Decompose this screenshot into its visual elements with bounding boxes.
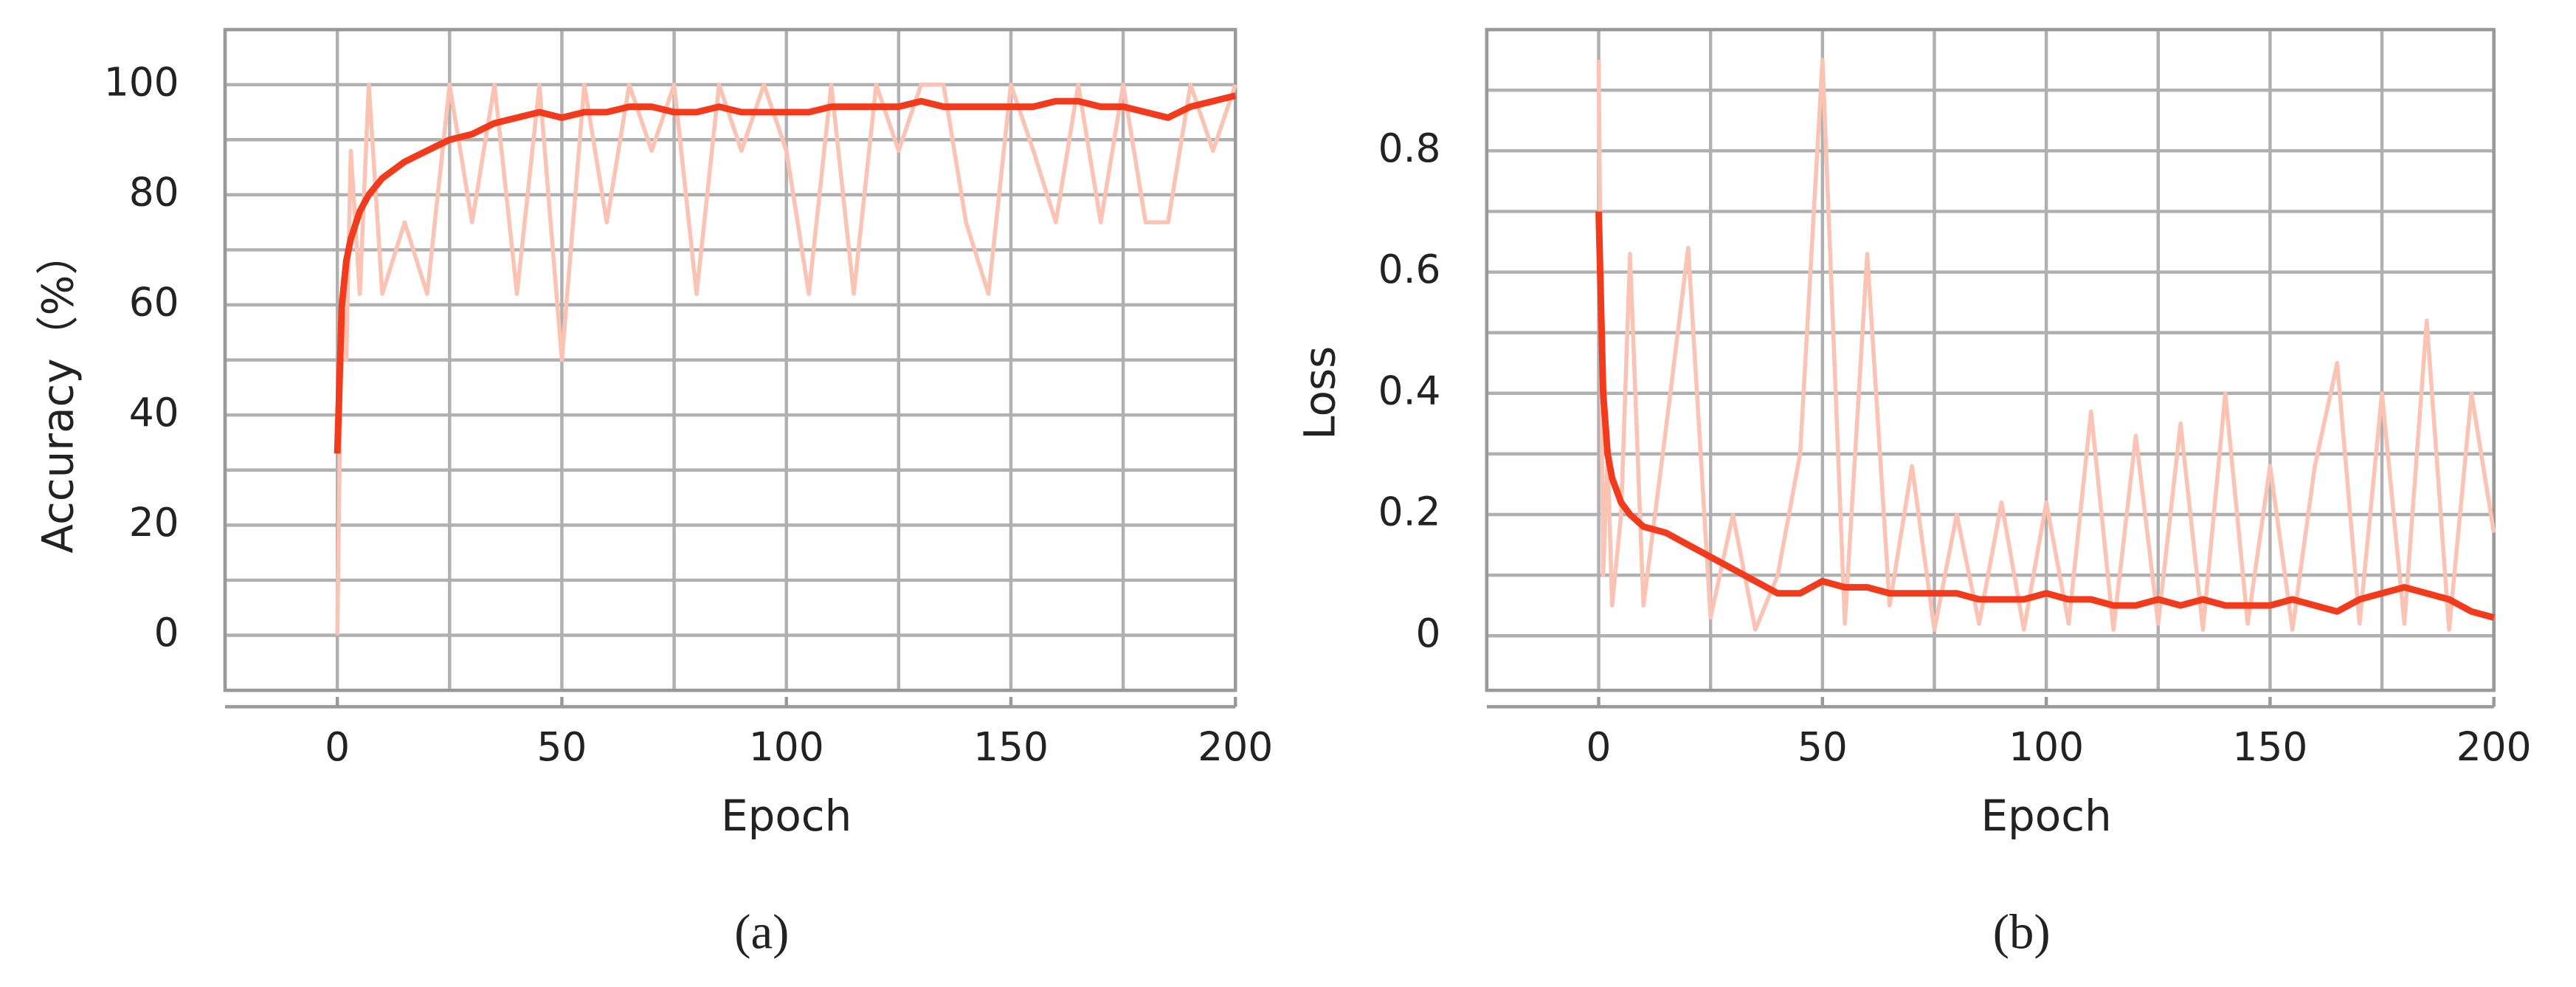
- raw-line: [1596, 58, 2496, 632]
- x-axis-label: Epoch: [1981, 791, 2111, 841]
- x-tick-label: 0: [1586, 723, 1612, 770]
- y-tick-label: 0.6: [1378, 246, 1441, 292]
- x-tick-label: 200: [1198, 723, 1273, 770]
- y-tick-label: 0: [1416, 610, 1441, 656]
- y-tick-label: 100: [104, 58, 179, 105]
- plot-frame: [223, 27, 1237, 692]
- y-axis-label: Accuracy（%）: [32, 233, 83, 554]
- x-tick-label: 50: [536, 723, 587, 770]
- x-tick-label: 200: [2456, 723, 2532, 770]
- y-tick-label: 0.2: [1378, 489, 1441, 535]
- y-tick-label: 20: [129, 499, 179, 546]
- y-tick-label: 60: [129, 279, 179, 326]
- x-tick-label: 0: [325, 723, 350, 770]
- raw-line: [335, 82, 1237, 636]
- x-tick-label: 100: [749, 723, 824, 770]
- y-tick-label: 0: [154, 609, 179, 656]
- y-tick-label: 40: [129, 389, 179, 436]
- y-tick-label: 0.8: [1378, 125, 1441, 171]
- caption: (a): [734, 904, 789, 959]
- smoothed-line: [1595, 211, 2495, 621]
- smoothed-line: [334, 92, 1237, 454]
- plot-frame: [1485, 27, 2496, 692]
- y-tick-label: 80: [129, 168, 179, 215]
- x-axis-label: Epoch: [721, 791, 852, 841]
- caption: (b): [1993, 904, 2051, 959]
- x-tick-label: 100: [2009, 723, 2084, 770]
- y-axis-label: Loss: [1294, 346, 1344, 440]
- x-tick-label: 150: [2232, 723, 2307, 770]
- x-tick-label: 50: [1798, 723, 1848, 770]
- x-tick-label: 150: [973, 723, 1049, 770]
- y-tick-label: 0.4: [1378, 367, 1441, 413]
